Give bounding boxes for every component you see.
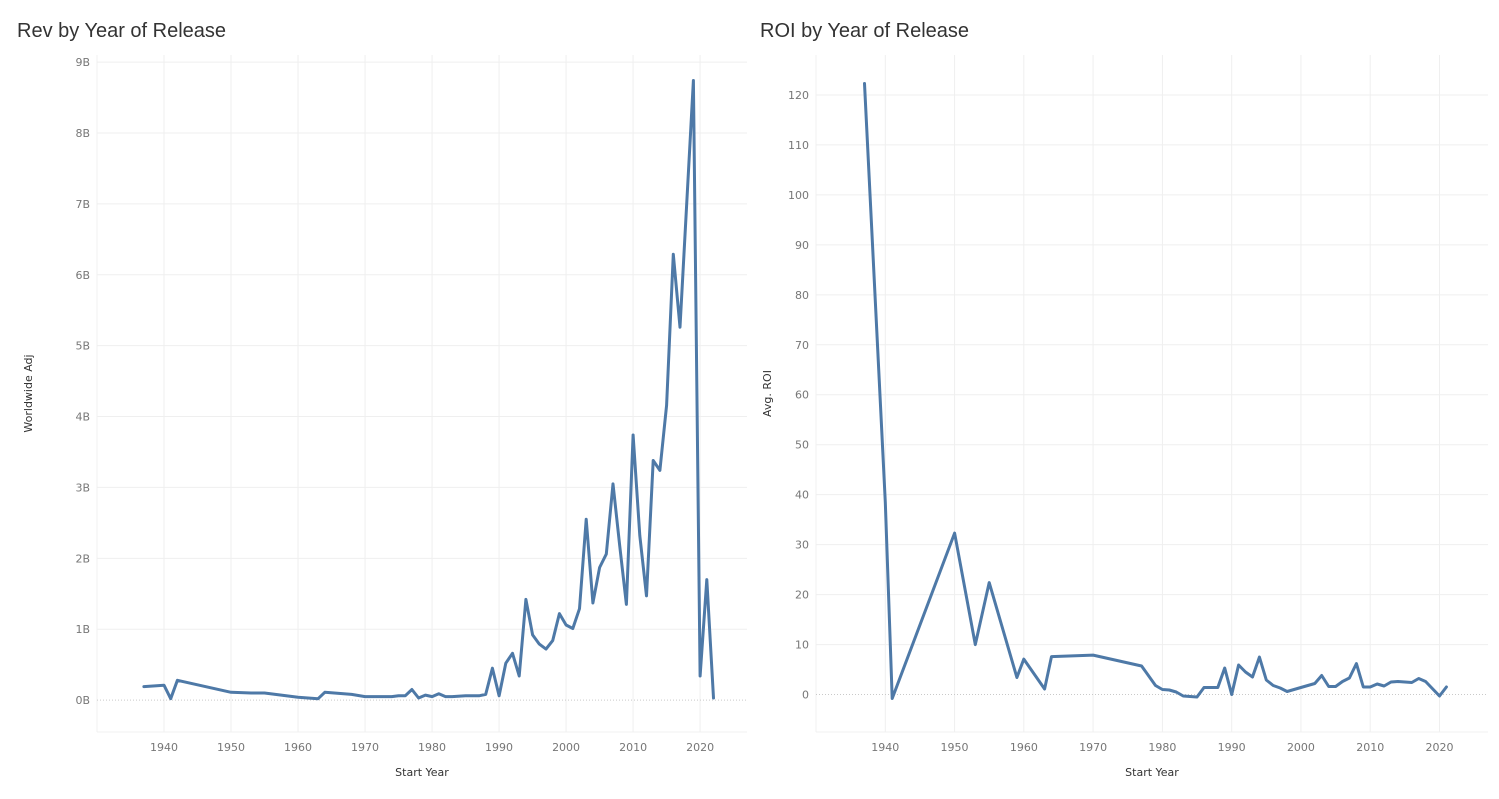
- y-tick-label: 5B: [75, 340, 90, 353]
- y-tick-label: 120: [788, 89, 809, 102]
- y-tick-label: 20: [795, 589, 809, 602]
- y-tick-label: 8B: [75, 127, 90, 140]
- y-tick-label: 110: [788, 139, 809, 152]
- roi-chart-panel: ROI by Year of Release 0 10 20 30 40 50 60 70 80…: [745, 0, 1499, 799]
- roi-chart-title: ROI by Year of Release: [760, 20, 970, 42]
- y-tick-label: 90: [795, 239, 809, 252]
- y-tick-label: 2B: [75, 552, 90, 565]
- x-tick-label: 2020: [686, 741, 714, 754]
- y-tick-label: 30: [795, 539, 809, 552]
- y-tick-label: 50: [795, 439, 809, 452]
- x-tick-label: 2020: [1426, 741, 1454, 754]
- x-tick-label: 2000: [1287, 741, 1315, 754]
- x-tick-label: 1990: [1218, 741, 1246, 754]
- x-tick-label: 1980: [1148, 741, 1176, 754]
- rev-chart-title: Rev by Year of Release: [17, 20, 227, 42]
- y-tick-label: 80: [795, 289, 809, 302]
- x-tick-label: 1960: [284, 741, 312, 754]
- y-tick-label: 0B: [75, 694, 90, 707]
- y-tick-label: 6B: [75, 269, 90, 282]
- x-tick-labels: 1940 1950 1960 1970 1980 1990 2000 2010 2020: [150, 741, 714, 754]
- y-tick-label: 7B: [75, 198, 90, 211]
- x-tick-label: 1970: [1079, 741, 1107, 754]
- x-tick-label: 2000: [552, 741, 580, 754]
- y-tick-label: 10: [795, 639, 809, 652]
- x-tick-label: 1960: [1010, 741, 1038, 754]
- gridlines: [816, 55, 1488, 732]
- y-tick-label: 4B: [75, 411, 90, 424]
- x-tick-labels: 1940 1950 1960 1970 1980 1990 2000 2010 2020: [871, 741, 1453, 754]
- gridlines: [97, 55, 747, 732]
- y-axis-title: Worldwide Adj: [22, 354, 35, 432]
- x-axis-title: Start Year: [395, 766, 449, 779]
- x-tick-label: 1940: [150, 741, 178, 754]
- y-tick-label: 60: [795, 389, 809, 402]
- x-tick-label: 2010: [1356, 741, 1384, 754]
- y-tick-label: 70: [795, 339, 809, 352]
- x-tick-label: 1970: [351, 741, 379, 754]
- rev-line-chart: 0B 1B 2B 3B 4B 5B 6B 7B 8B 9B 1940 1950 1960 1970 1980…: [22, 55, 747, 779]
- y-tick-label: 100: [788, 189, 809, 202]
- y-tick-label: 3B: [75, 481, 90, 494]
- y-tick-labels: 0 10 20 30 40 50 60 70 80 90 100 110 120: [788, 89, 809, 702]
- y-tick-label: 9B: [75, 56, 90, 69]
- y-tick-label: 0: [802, 689, 809, 702]
- roi-line-chart: 0 10 20 30 40 50 60 70 80 90 100 110 120 1940 1950 1960…: [761, 55, 1488, 779]
- x-tick-label: 1940: [871, 741, 899, 754]
- x-tick-label: 2010: [619, 741, 647, 754]
- y-axis-title: Avg. ROI: [761, 370, 774, 417]
- x-tick-label: 1950: [217, 741, 245, 754]
- x-axis-title: Start Year: [1125, 766, 1179, 779]
- x-tick-label: 1990: [485, 741, 513, 754]
- series-line[interactable]: [142, 79, 715, 701]
- y-tick-label: 1B: [75, 623, 90, 636]
- x-tick-label: 1980: [418, 741, 446, 754]
- rev-chart-panel: Rev by Year of Release 0B 1B 2B 3B 4B 5B 6B 7B 8…: [17, 20, 747, 779]
- y-tick-labels: 0B 1B 2B 3B 4B 5B 6B 7B 8B 9B: [75, 56, 90, 707]
- y-tick-label: 40: [795, 489, 809, 502]
- series-line[interactable]: [863, 82, 1448, 700]
- x-tick-label: 1950: [941, 741, 969, 754]
